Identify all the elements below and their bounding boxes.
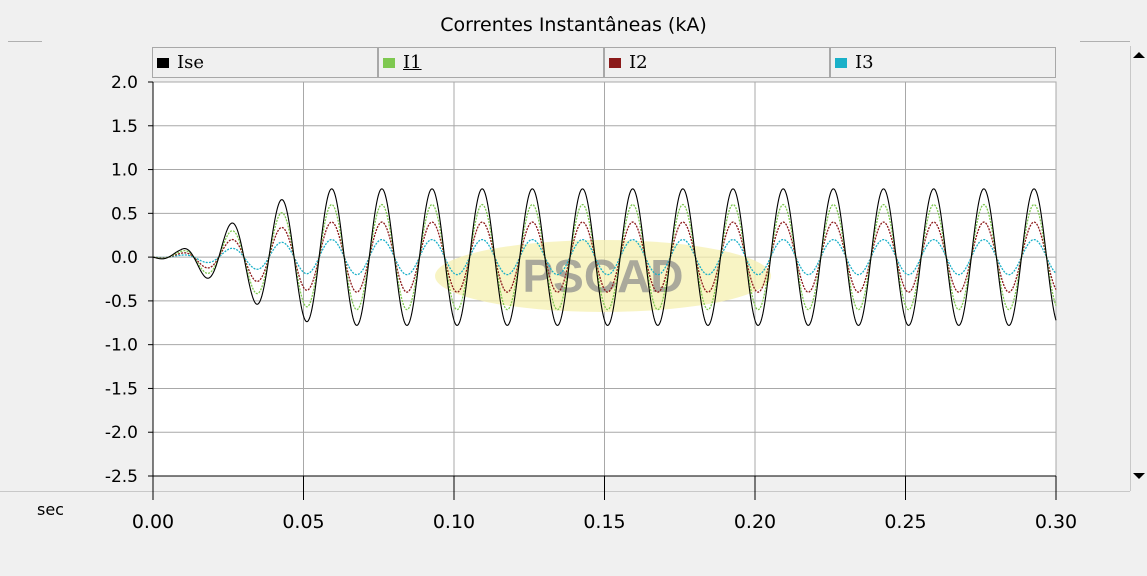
scroll-down-icon[interactable] [1133,473,1145,479]
legend: Ise I1 I2 I3 [152,47,1056,80]
legend-swatch-i2 [609,57,621,68]
y-tick-label: 1.0 [111,161,138,181]
legend-swatch-ise [157,57,169,68]
y-tick-label: -1.5 [105,379,138,399]
scroll-up-icon[interactable] [1133,52,1145,58]
y-tick-label: 2.0 [111,73,138,93]
legend-item-i2[interactable]: I2 [604,47,830,78]
title-divider-left [8,41,42,42]
y-tick-label: -1.0 [105,336,138,356]
legend-item-ise[interactable]: Ise [152,47,378,78]
x-tick-label: 0.20 [734,511,776,533]
x-tick-label: 0.30 [1035,511,1077,533]
chart-title: Correntes Instantâneas (kA) [440,14,707,36]
vertical-scrollbar[interactable] [1130,46,1147,491]
y-tick-label: -2.0 [105,423,138,443]
x-tick-label: 0.25 [884,511,926,533]
series-line-ise [152,188,1057,326]
plot-bottom-divider [0,491,1130,492]
legend-swatch-i1 [383,57,395,68]
y-tick-label: 0.5 [111,204,138,224]
legend-label-ise: Ise [177,52,204,73]
legend-item-i3[interactable]: I3 [830,47,1056,78]
x-tick-label: 0.15 [583,511,625,533]
legend-label-i2: I2 [629,52,648,73]
x-tick-label: 0.05 [282,511,324,533]
y-tick-label: 0.0 [111,248,138,268]
x-tick-label: 0.10 [433,511,475,533]
legend-item-i1[interactable]: I1 [378,47,604,78]
series-line-i1 [152,203,1057,311]
y-tick-label: 1.5 [111,117,138,137]
watermark-ellipse [435,240,771,312]
title-divider-right [1080,41,1130,42]
legend-swatch-i3 [835,57,847,68]
legend-label-i1: I1 [403,52,422,73]
x-tick-label: 0.00 [132,511,174,533]
y-tick-label: -2.5 [105,467,138,487]
series-line-i3 [152,238,1057,276]
series-line-i2 [152,221,1057,293]
legend-label-i3: I3 [855,52,874,73]
y-tick-label: -0.5 [105,292,138,312]
chart-header: Correntes Instantâneas (kA) [0,0,1147,42]
x-axis-unit-label: sec [37,500,64,519]
